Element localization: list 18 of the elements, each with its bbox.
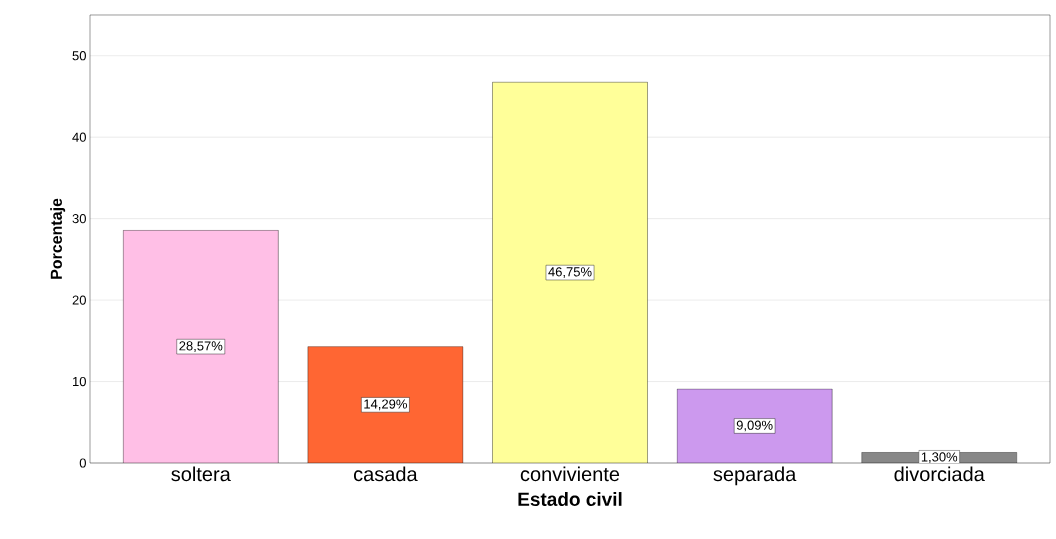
x-tick-label: soltera [171, 466, 231, 482]
data-label: 14,29% [364, 399, 407, 411]
data-label: 46,75% [548, 267, 592, 278]
x-tick-label: separada [713, 466, 797, 486]
x-tick-label: conviviente [520, 466, 620, 482]
x-tick-label: divorciada [894, 466, 985, 482]
y-tick-label: 0 [79, 458, 86, 468]
x-tick-label: casada [353, 466, 418, 482]
y-tick-label: 40 [72, 132, 86, 142]
data-label: 1,30% [921, 452, 958, 464]
y-tick-label: 10 [73, 376, 86, 387]
x-axis-title: Estado civil [518, 492, 622, 506]
y-tick-label: 30 [72, 214, 86, 224]
y-axis-title: Porcentaje [50, 198, 66, 279]
data-label: 9,09% [736, 420, 773, 432]
y-tick-label: 50 [72, 51, 86, 61]
data-label: 28,57% [179, 341, 223, 353]
y-tick-label: 20 [72, 295, 86, 305]
